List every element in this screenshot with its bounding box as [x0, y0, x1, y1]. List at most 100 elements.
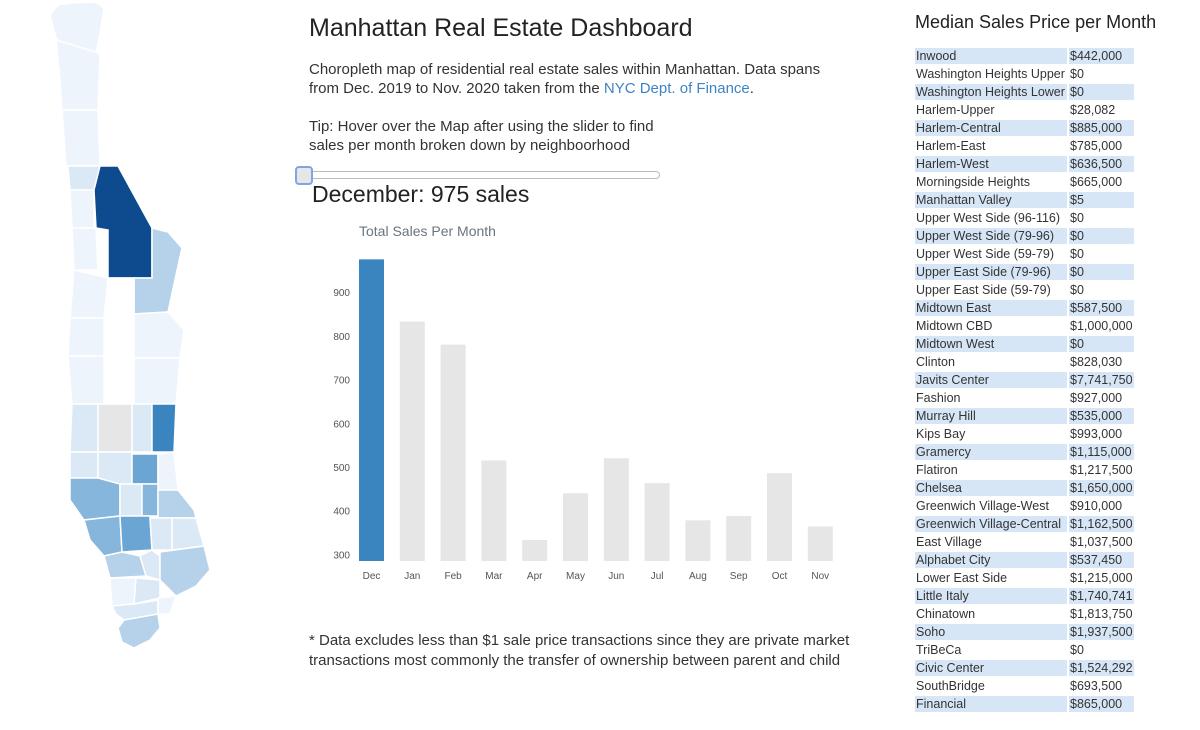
neighborhood-name-cell: Fashion	[916, 391, 961, 405]
neighborhood-manhattan-valley[interactable]	[67, 317, 105, 357]
neighborhood-chelsea[interactable]	[69, 477, 121, 521]
bar-aug[interactable]	[685, 520, 711, 561]
neighborhood-midtown-east[interactable]	[151, 403, 177, 453]
neighborhood-inwood[interactable]	[49, 1, 105, 53]
neighborhood-midtown-cbd[interactable]	[131, 403, 153, 453]
slider-track[interactable]	[307, 171, 660, 179]
total-sales-bar-chart[interactable]: Total Sales Per Month 300 400 500 600 700 800 9…	[309, 215, 889, 595]
neighborhood-lower-east-side[interactable]	[159, 545, 211, 597]
neighborhood-southbridge[interactable]	[157, 595, 178, 615]
neighborhood-name-cell: Manhattan Valley	[915, 192, 1067, 208]
neighborhood-morningside-heights[interactable]	[69, 269, 109, 319]
table-row: Harlem-Upper $28,082	[915, 102, 1134, 118]
x-tick-label: Aug	[689, 571, 707, 582]
table-row: SouthBridge $693,500	[915, 678, 1134, 694]
manhattan-choropleth-map[interactable]	[0, 0, 290, 730]
neighborhood-name-cell: Midtown West	[915, 336, 1067, 352]
table-row: Upper West Side (79-96) $0	[915, 228, 1134, 244]
month-slider[interactable]	[295, 166, 660, 186]
neighborhood-name-cell: Greenwich Village-Central	[915, 516, 1067, 532]
neighborhood-flatiron[interactable]	[119, 483, 143, 517]
nyc-finance-link[interactable]: NYC Dept. of Finance	[603, 80, 750, 97]
neighborhood-harlem-central[interactable]	[93, 165, 153, 279]
bar-oct[interactable]	[767, 473, 792, 561]
median-price-cell: $1,000,000	[1070, 319, 1133, 333]
slider-thumb[interactable]	[295, 166, 313, 185]
neighborhood-name-cell: Morningside Heights	[916, 175, 1030, 189]
x-tick-label: Sep	[730, 571, 748, 582]
neighborhood-murray-hill[interactable]	[131, 453, 159, 485]
median-price-cell: $1,215,000	[1070, 571, 1133, 585]
median-price-cell: $636,500	[1069, 156, 1134, 172]
table-row: Upper West Side (96-116) $0	[915, 210, 1134, 226]
neighborhood-washington-heights-lower[interactable]	[61, 109, 101, 167]
table-row: Washington Heights Upper $0	[915, 66, 1134, 82]
table-row: Clinton $828,030	[915, 354, 1134, 370]
x-tick-label: Jan	[404, 571, 420, 582]
bar-sep[interactable]	[726, 515, 752, 561]
neighborhood-financial[interactable]	[117, 613, 161, 649]
neighborhood-gramercy[interactable]	[141, 483, 159, 517]
x-tick-label: Dec	[363, 571, 381, 582]
median-price-cell: $0	[1070, 211, 1084, 225]
page-title: Manhattan Real Estate Dashboard	[309, 14, 693, 42]
neighborhood-greenwich-village-central[interactable]	[119, 515, 153, 553]
neighborhood-clinton[interactable]	[69, 403, 99, 453]
neighborhood-washington-heights-upper[interactable]	[55, 38, 101, 111]
bar-jun[interactable]	[603, 458, 629, 561]
neighborhood-midtown-west[interactable]	[97, 403, 133, 453]
neighborhood-upper-east-side-59-79[interactable]	[133, 357, 181, 405]
neighborhood-east-village[interactable]	[149, 517, 173, 551]
neighborhood-greenwich-village-west[interactable]	[83, 515, 123, 557]
median-price-cell: $0	[1070, 67, 1084, 81]
neighborhood-name-cell: Clinton	[916, 355, 955, 369]
center-panel: Manhattan Real Estate Dashboard Chorople…	[295, 0, 889, 730]
neighborhood-upper-east-side-79-96[interactable]	[133, 311, 185, 359]
description-text: Choropleth map of residential real estat…	[309, 61, 821, 97]
neighborhood-harlem-west[interactable]	[69, 189, 95, 229]
neighborhood-name-cell: SouthBridge	[916, 679, 985, 693]
y-tick-label: 900	[333, 288, 350, 299]
neighborhood-stuyvesant[interactable]	[157, 489, 197, 519]
table-row: Midtown CBD $1,000,000	[915, 318, 1134, 334]
bar-jul[interactable]	[644, 483, 670, 561]
median-price-cell: $7,741,750	[1069, 372, 1134, 388]
bar-jan[interactable]	[399, 321, 425, 561]
bar-may[interactable]	[563, 493, 588, 561]
neighborhood-manhattan-valley-west[interactable]	[71, 227, 99, 271]
neighborhood-alphabet-city[interactable]	[171, 517, 205, 551]
median-price-cell: $535,000	[1069, 408, 1134, 424]
median-price-cell: $927,000	[1070, 391, 1123, 405]
neighborhood-name-cell: Midtown CBD	[916, 319, 993, 333]
neighborhood-name-cell: Washington Heights Upper	[916, 67, 1065, 81]
median-price-cell: $1,813,750	[1070, 607, 1133, 621]
table-row: Civic Center $1,524,292	[915, 660, 1134, 676]
table-row: Javits Center $7,741,750	[915, 372, 1134, 388]
neighborhood-name-cell: Harlem-Central	[915, 120, 1067, 136]
median-price-cell: $442,000	[1069, 48, 1134, 64]
x-tick-label: Mar	[485, 571, 503, 582]
bar-dec[interactable]	[359, 259, 384, 561]
median-price-cell: $537,450	[1069, 552, 1134, 568]
neighborhood-upper-west-side-96-116[interactable]	[67, 355, 105, 405]
table-row: Washington Heights Lower $0	[915, 84, 1134, 100]
bar-feb[interactable]	[440, 344, 466, 561]
neighborhood-kips-bay[interactable]	[157, 451, 179, 491]
neighborhood-name-cell: Civic Center	[915, 660, 1067, 676]
table-row: Harlem-East $785,000	[915, 138, 1134, 154]
bar-apr[interactable]	[522, 540, 548, 561]
table-row: Murray Hill $535,000	[915, 408, 1134, 424]
table-row: Midtown East $587,500	[915, 300, 1134, 316]
bar-nov[interactable]	[807, 526, 833, 561]
neighborhood-tribeca[interactable]	[109, 577, 137, 607]
footnote: * Data excludes less than $1 sale price …	[309, 632, 850, 669]
table-row: TriBeCa $0	[915, 642, 1134, 658]
neighborhood-name-cell: Lower East Side	[916, 571, 1008, 585]
neighborhood-name-cell: Washington Heights Lower	[915, 84, 1067, 100]
median-price-cell: $828,030	[1070, 355, 1123, 369]
bar-mar[interactable]	[481, 460, 507, 561]
median-price-cell: $1,115,000	[1069, 444, 1134, 460]
neighborhood-javits-center[interactable]	[69, 451, 99, 479]
table-row: Greenwich Village-Central $1,162,500	[915, 516, 1134, 532]
y-tick-label: 800	[333, 332, 350, 343]
